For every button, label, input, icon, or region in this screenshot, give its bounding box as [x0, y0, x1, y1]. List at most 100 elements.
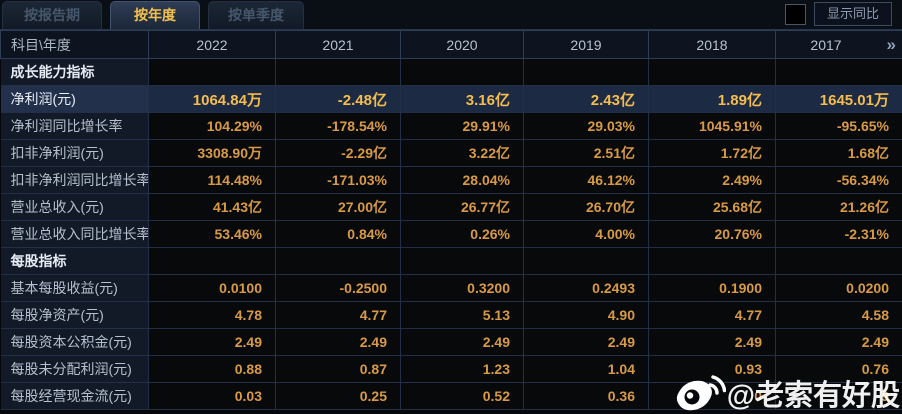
cell-2017: 0.0200	[775, 274, 902, 302]
table-row[interactable]: 每股经营现金流(元) 0.03 0.25 0.52 0.36 0 9	[0, 382, 902, 410]
year-header-2021[interactable]: 2021	[275, 30, 401, 59]
cell-2017: 9	[775, 382, 902, 410]
cell-2019: 2.43亿	[523, 85, 649, 113]
cell-2017: 0.76	[775, 355, 902, 383]
cell-2019: 2.49	[523, 328, 649, 356]
row-label: 扣非净利润(元)	[0, 139, 149, 167]
cell-2020	[400, 247, 524, 275]
cell-2018: 1.72亿	[648, 139, 776, 167]
year-header-2020[interactable]: 2020	[400, 30, 524, 59]
cell-2017: -95.65%	[775, 112, 902, 140]
cell-2021: 0.87	[275, 355, 401, 383]
show-yoy-button[interactable]: 显示同比	[813, 2, 892, 26]
cell-2017: -2.31%	[775, 220, 902, 248]
cell-2022: 114.48%	[148, 166, 276, 194]
table-row[interactable]: 每股指标	[0, 247, 902, 275]
table-row[interactable]: 扣非净利润同比增长率 114.48% -171.03% 28.04% 46.12…	[0, 166, 902, 194]
cell-2021: 0.84%	[275, 220, 401, 248]
cell-2018: 25.68亿	[648, 193, 776, 221]
cell-2019: 26.70亿	[523, 193, 649, 221]
row-label: 扣非净利润同比增长率	[0, 166, 149, 194]
cell-2018: 2.49%	[648, 166, 776, 194]
cell-2017: 4.58	[775, 301, 902, 329]
table-row[interactable]: 每股资本公积金(元) 2.49 2.49 2.49 2.49 2.49 2.49	[0, 328, 902, 356]
cell-2021: 27.00亿	[275, 193, 401, 221]
year-label: 2017	[810, 36, 842, 53]
row-label: 营业总收入同比增长率	[0, 220, 149, 248]
cell-2022: 4.78	[148, 301, 276, 329]
cell-2020: 3.16亿	[400, 85, 524, 113]
table-row[interactable]: 每股净资产(元) 4.78 4.77 5.13 4.90 4.77 4.58	[0, 301, 902, 329]
cell-2022: 1064.84万	[148, 85, 276, 113]
table-row[interactable]: 基本每股收益(元) 0.0100 -0.2500 0.3200 0.2493 0…	[0, 274, 902, 302]
cell-2018: 0.93	[648, 355, 776, 383]
cell-2020: 1.23	[400, 355, 524, 383]
cell-2020: 0.26%	[400, 220, 524, 248]
cell-2021	[275, 247, 401, 275]
year-header-2018[interactable]: 2018	[648, 30, 776, 59]
table-row[interactable]: 营业总收入同比增长率 53.46% 0.84% 0.26% 4.00% 20.7…	[0, 220, 902, 248]
row-label: 每股资本公积金(元)	[0, 328, 149, 356]
cell-2020: 3.22亿	[400, 139, 524, 167]
cell-2019: 4.00%	[523, 220, 649, 248]
cell-2020: 5.13	[400, 301, 524, 329]
table-body: 成长能力指标 净利润(元) 1064.84万 -2.48亿 3.16亿 2.43…	[0, 58, 902, 410]
cell-2018: 1045.91%	[648, 112, 776, 140]
table-row[interactable]: 扣非净利润(元) 3308.90万 -2.29亿 3.22亿 2.51亿 1.7…	[0, 139, 902, 167]
cell-2021: -2.29亿	[275, 139, 401, 167]
cell-2022: 0.88	[148, 355, 276, 383]
cell-2018: 1.89亿	[648, 85, 776, 113]
cell-2019: 1.04	[523, 355, 649, 383]
more-columns-icon[interactable]: »	[886, 34, 897, 54]
cell-2022: 0.03	[148, 382, 276, 410]
row-label: 成长能力指标	[0, 58, 149, 86]
cell-2022: 2.49	[148, 328, 276, 356]
tab-by-single-quarter[interactable]: 按单季度	[208, 1, 304, 29]
cell-2019: 0.36	[523, 382, 649, 410]
cell-2018	[648, 58, 776, 86]
cell-2021: 2.49	[275, 328, 401, 356]
cell-2017: 2.49	[775, 328, 902, 356]
table-row[interactable]: 净利润同比增长率 104.29% -178.54% 29.91% 29.03% …	[0, 112, 902, 140]
cell-2021: 4.77	[275, 301, 401, 329]
row-label: 每股指标	[0, 247, 149, 275]
table-row[interactable]: 净利润(元) 1064.84万 -2.48亿 3.16亿 2.43亿 1.89亿…	[0, 85, 902, 113]
tab-by-report-period[interactable]: 按报告期	[2, 1, 102, 29]
cell-2020: 0.3200	[400, 274, 524, 302]
cell-2019	[523, 58, 649, 86]
table-row[interactable]: 每股未分配利润(元) 0.88 0.87 1.23 1.04 0.93 0.76	[0, 355, 902, 383]
cell-2021	[275, 58, 401, 86]
table-row[interactable]: 营业总收入(元) 41.43亿 27.00亿 26.77亿 26.70亿 25.…	[0, 193, 902, 221]
show-yoy-checkbox[interactable]	[784, 4, 806, 25]
cell-2021: -171.03%	[275, 166, 401, 194]
cell-2018: 4.77	[648, 301, 776, 329]
cell-2017	[775, 247, 902, 275]
cell-2019: 0.2493	[523, 274, 649, 302]
cell-2021: -0.2500	[275, 274, 401, 302]
cell-2022	[148, 247, 276, 275]
cell-2022: 3308.90万	[148, 139, 276, 167]
year-header-2017[interactable]: 2017 »	[775, 30, 902, 59]
year-header-2019[interactable]: 2019	[523, 30, 649, 59]
cell-2018: 0.1900	[648, 274, 776, 302]
cell-2019: 46.12%	[523, 166, 649, 194]
tab-by-year[interactable]: 按年度	[110, 1, 200, 29]
cell-2019: 4.90	[523, 301, 649, 329]
row-label: 基本每股收益(元)	[0, 274, 149, 302]
cell-2021: 0.25	[275, 382, 401, 410]
year-header-2022[interactable]: 2022	[148, 30, 276, 59]
tab-bar: 按报告期 按年度 按单季度 显示同比	[0, 0, 902, 30]
row-label: 每股经营现金流(元)	[0, 382, 149, 410]
cell-2020: 0.52	[400, 382, 524, 410]
cell-2017: 1645.01万	[775, 85, 902, 113]
cell-2018: 2.49	[648, 328, 776, 356]
cell-2020: 26.77亿	[400, 193, 524, 221]
cell-2021: -178.54%	[275, 112, 401, 140]
cell-2020	[400, 58, 524, 86]
cell-2022: 104.29%	[148, 112, 276, 140]
table-row[interactable]: 成长能力指标	[0, 58, 902, 86]
row-label: 净利润(元)	[0, 85, 149, 113]
table-header-row: 科目\年度 2022 2021 2020 2019 2018 2017 »	[0, 30, 902, 59]
cell-2020: 2.49	[400, 328, 524, 356]
